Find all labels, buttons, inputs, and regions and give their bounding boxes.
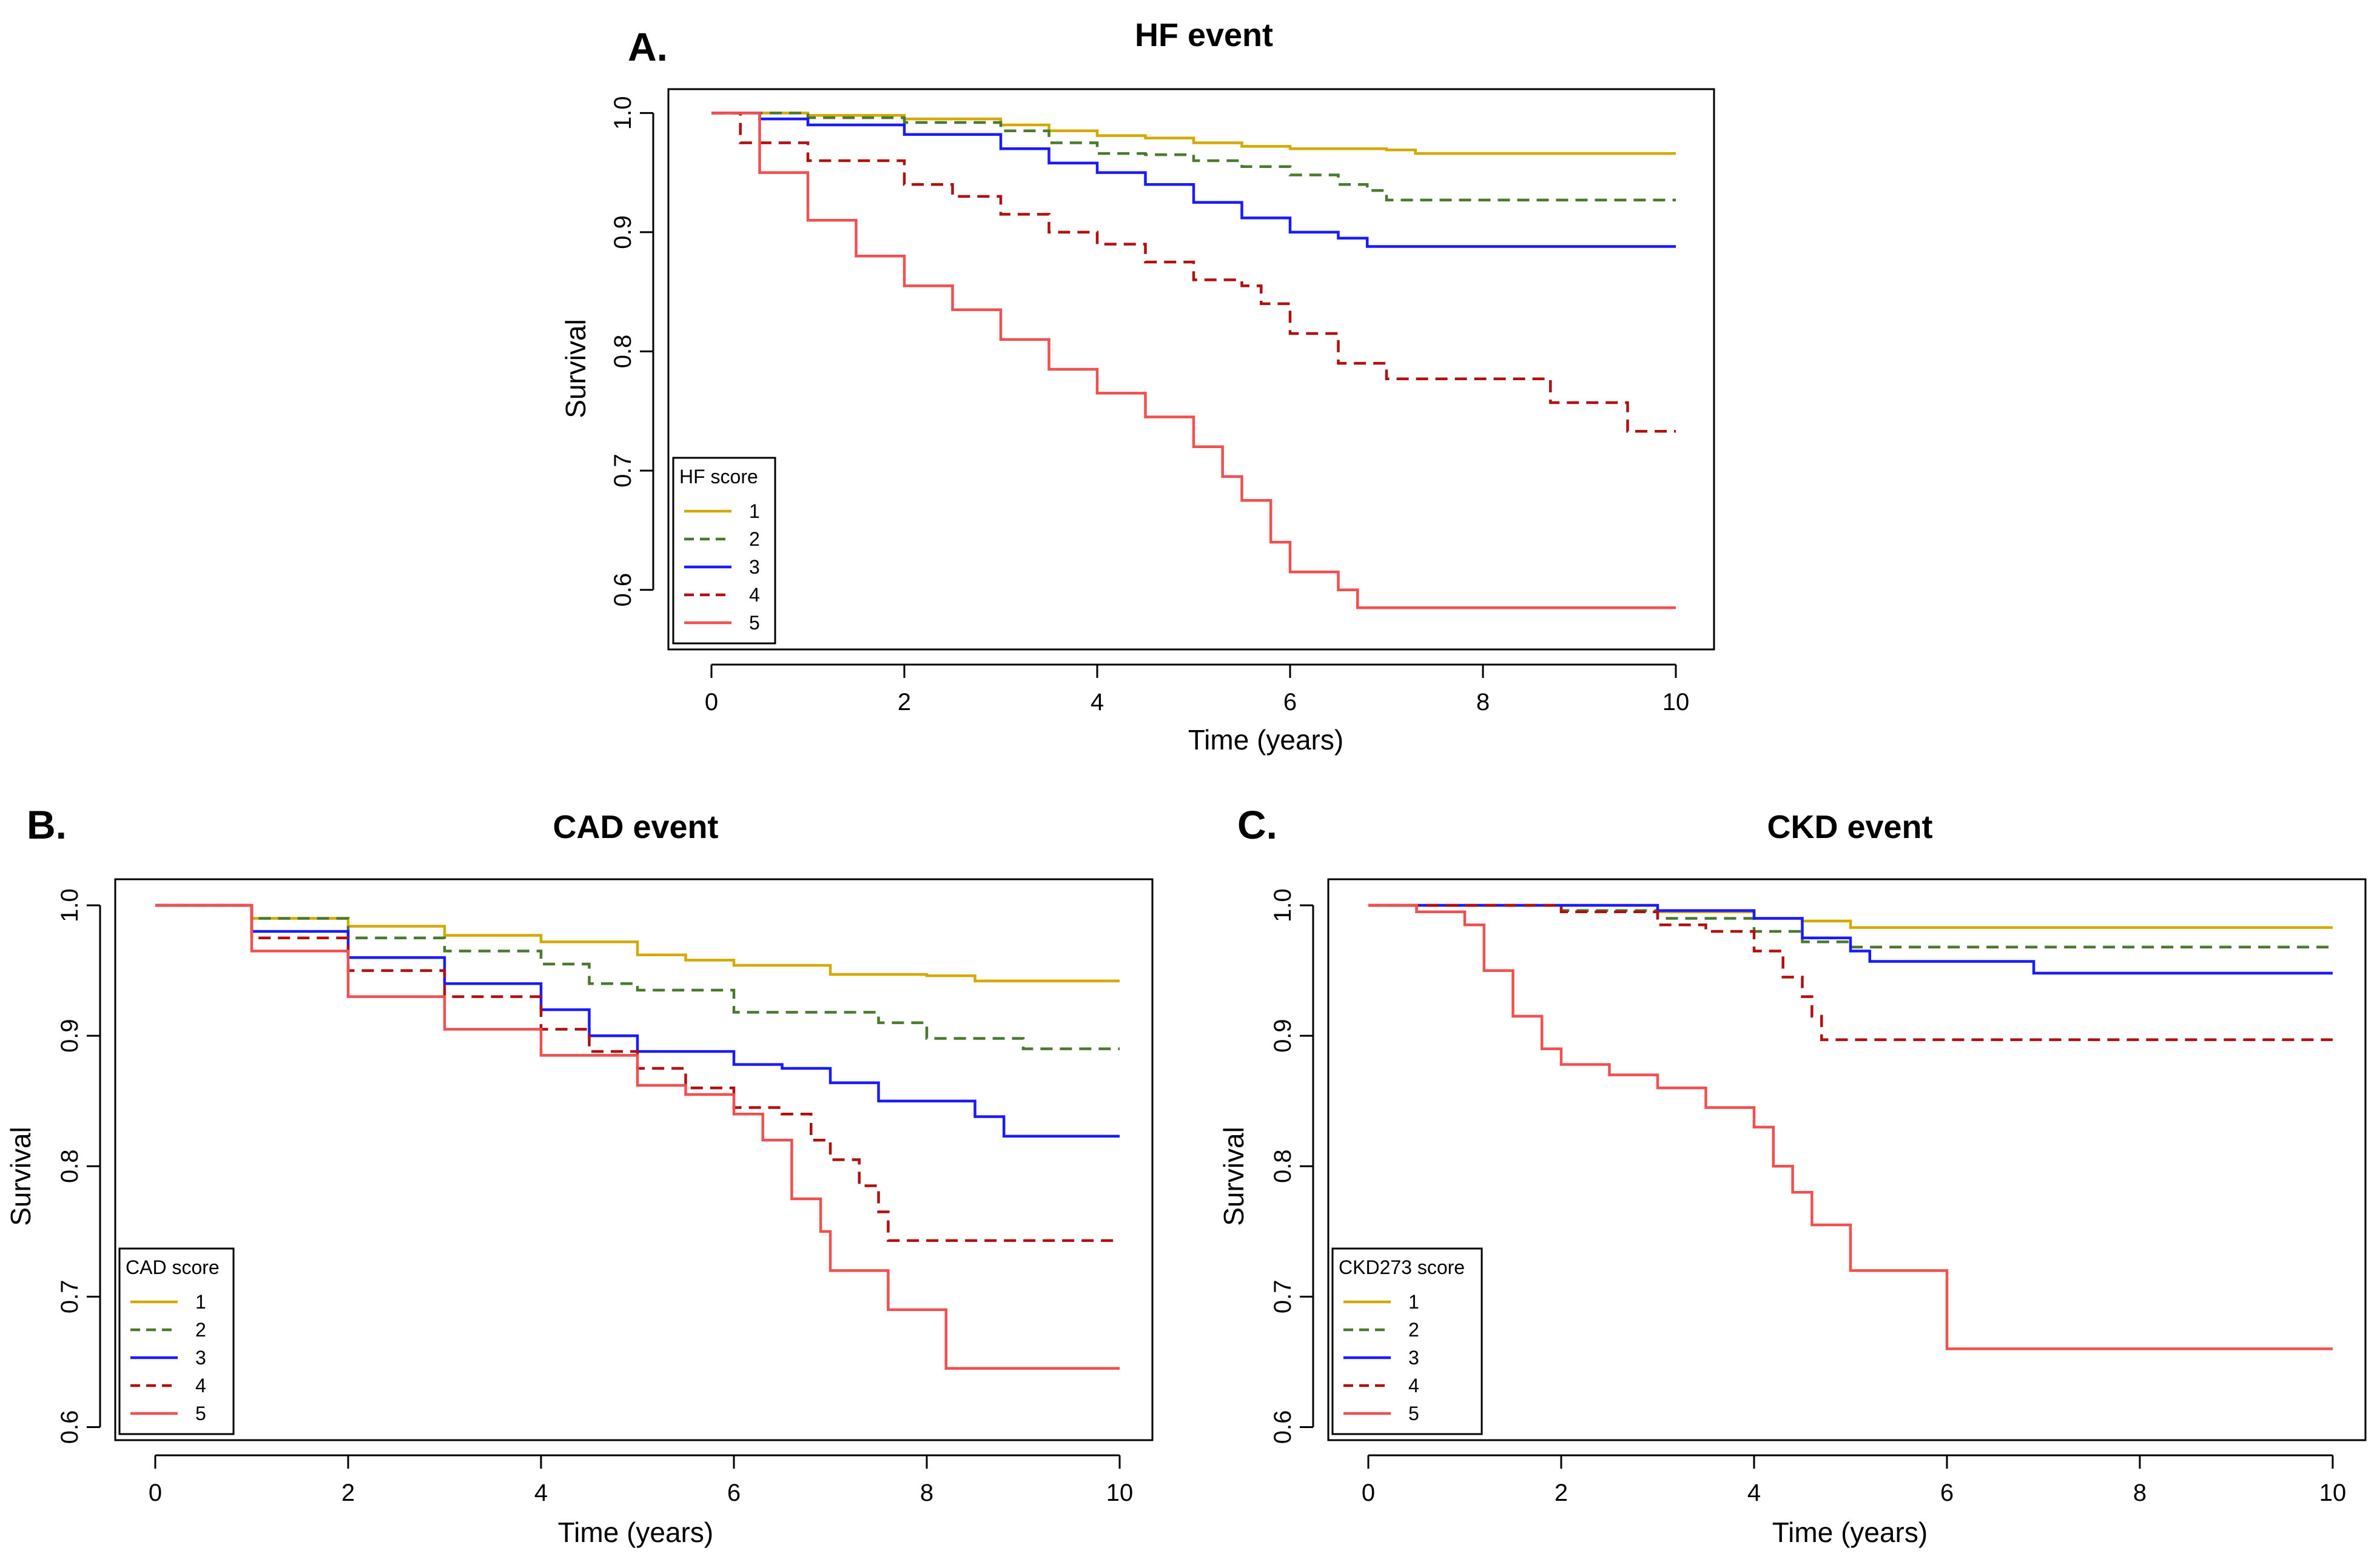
y-tick-label: 0.6 <box>1269 1410 1296 1444</box>
y-tick-label: 0.8 <box>610 335 636 369</box>
x-tick-label: 6 <box>1940 1480 1954 1506</box>
panel-b: B. CAD event 0 2 4 6 8 10 0.6 0.7 0.8 0.9 1.0 CAD s… <box>5 802 1154 1548</box>
legend-label: 1 <box>195 1291 206 1313</box>
panel-letter: C. <box>1237 802 1277 847</box>
series-line-4 <box>711 112 1676 433</box>
series-line-5 <box>155 904 1120 1370</box>
legend-label: 1 <box>1408 1291 1419 1313</box>
x-tick-label: 2 <box>341 1480 355 1506</box>
series-line-1 <box>1368 904 2333 929</box>
series-line-5 <box>1368 904 2333 1350</box>
y-tick-label: 0.7 <box>610 454 636 488</box>
panel-a: A. HF event 0 2 4 6 8 10 0.6 0.7 0.8 0.9 1.0 HF sco… <box>560 17 1715 756</box>
plot-area: 0 2 4 6 8 10 0.6 0.7 0.8 0.9 1.0 HF score 1 2 3 4 5 <box>610 88 1715 716</box>
x-tick-label: 2 <box>1555 1480 1568 1506</box>
legend-label: 4 <box>749 584 760 606</box>
legend-box <box>672 457 776 645</box>
plot-frame <box>667 88 1715 651</box>
legend-label: 5 <box>749 612 760 634</box>
x-tick-label: 8 <box>920 1480 933 1506</box>
x-tick-label: 4 <box>1747 1480 1761 1506</box>
legend-label: 4 <box>1408 1375 1419 1396</box>
plot-frame <box>1327 878 2367 1441</box>
y-tick-label: 0.9 <box>1269 1019 1296 1053</box>
series-line-3 <box>155 904 1120 1138</box>
x-tick-label: 0 <box>705 689 718 716</box>
y-tick-label: 1.0 <box>56 888 83 922</box>
series-line-1 <box>155 904 1120 983</box>
x-tick-label: 6 <box>727 1480 741 1506</box>
legend-label: 5 <box>195 1403 206 1424</box>
x-tick-label: 4 <box>1091 689 1104 716</box>
y-tick-label: 0.7 <box>1269 1280 1296 1314</box>
legend-title: CKD273 score <box>1339 1256 1465 1278</box>
series-line-2 <box>711 112 1676 202</box>
legend-box <box>118 1247 235 1435</box>
legend-label: 2 <box>195 1319 206 1341</box>
legend-label: 3 <box>749 556 760 578</box>
y-tick-label: 0.7 <box>56 1280 83 1314</box>
series-line-4 <box>1368 904 2333 1041</box>
legend-box <box>1331 1247 1483 1435</box>
legend-label: 1 <box>749 500 760 522</box>
x-tick-label: 8 <box>2133 1480 2146 1506</box>
legend-label: 2 <box>1408 1319 1419 1341</box>
plot-frame <box>114 878 1154 1441</box>
y-axis-label: Survival <box>5 1127 36 1226</box>
y-tick-label: 0.8 <box>1269 1149 1296 1183</box>
series-line-1 <box>711 112 1676 155</box>
y-tick-label: 0.9 <box>610 215 636 249</box>
x-tick-label: 6 <box>1283 689 1297 716</box>
legend-label: 2 <box>749 528 760 550</box>
legend-label: 3 <box>195 1347 206 1369</box>
chart-title: CAD event <box>553 809 718 845</box>
panel-letter: A. <box>628 24 668 69</box>
y-tick-label: 0.9 <box>56 1019 83 1053</box>
x-tick-label: 8 <box>1476 689 1490 716</box>
y-tick-label: 0.8 <box>56 1149 83 1183</box>
x-tick-label: 2 <box>898 689 911 716</box>
y-axis-label: Survival <box>1218 1127 1249 1226</box>
legend-title: HF score <box>679 466 758 488</box>
legend-label: 4 <box>195 1375 206 1396</box>
y-axis-label: Survival <box>560 319 591 418</box>
x-tick-label: 10 <box>1106 1480 1134 1506</box>
y-tick-label: 0.6 <box>56 1410 83 1444</box>
plot-area: 0 2 4 6 8 10 0.6 0.7 0.8 0.9 1.0 CAD score 1 2 3 4 5 <box>56 878 1154 1506</box>
y-tick-label: 1.0 <box>1269 888 1296 922</box>
series-line-5 <box>711 112 1676 609</box>
series-line-4 <box>155 904 1120 1242</box>
chart-title: CKD event <box>1767 809 1932 845</box>
y-tick-label: 1.0 <box>610 96 636 130</box>
x-tick-label: 4 <box>534 1480 548 1506</box>
legend-label: 3 <box>1408 1347 1419 1369</box>
x-axis-label: Time (years) <box>558 1517 713 1548</box>
x-axis-label: Time (years) <box>1188 724 1343 756</box>
series-line-3 <box>1368 904 2333 975</box>
legend-label: 5 <box>1408 1403 1419 1424</box>
x-tick-label: 0 <box>1362 1480 1375 1506</box>
panel-c: C. CKD event 0 2 4 6 8 10 0.6 0.7 0.8 0.9 1.0 CKD27… <box>1218 802 2367 1548</box>
x-tick-label: 10 <box>2319 1480 2347 1506</box>
series-line-3 <box>711 112 1676 248</box>
x-tick-label: 0 <box>149 1480 162 1506</box>
chart-title: HF event <box>1135 17 1273 53</box>
x-tick-label: 10 <box>1662 689 1690 716</box>
panel-letter: B. <box>27 802 67 847</box>
x-axis-label: Time (years) <box>1772 1517 1928 1548</box>
plot-area: 0 2 4 6 8 10 0.6 0.7 0.8 0.9 1.0 CKD273 score 1 2 3 4 5 <box>1269 878 2367 1506</box>
y-tick-label: 0.6 <box>610 573 636 607</box>
legend-title: CAD score <box>126 1256 220 1278</box>
